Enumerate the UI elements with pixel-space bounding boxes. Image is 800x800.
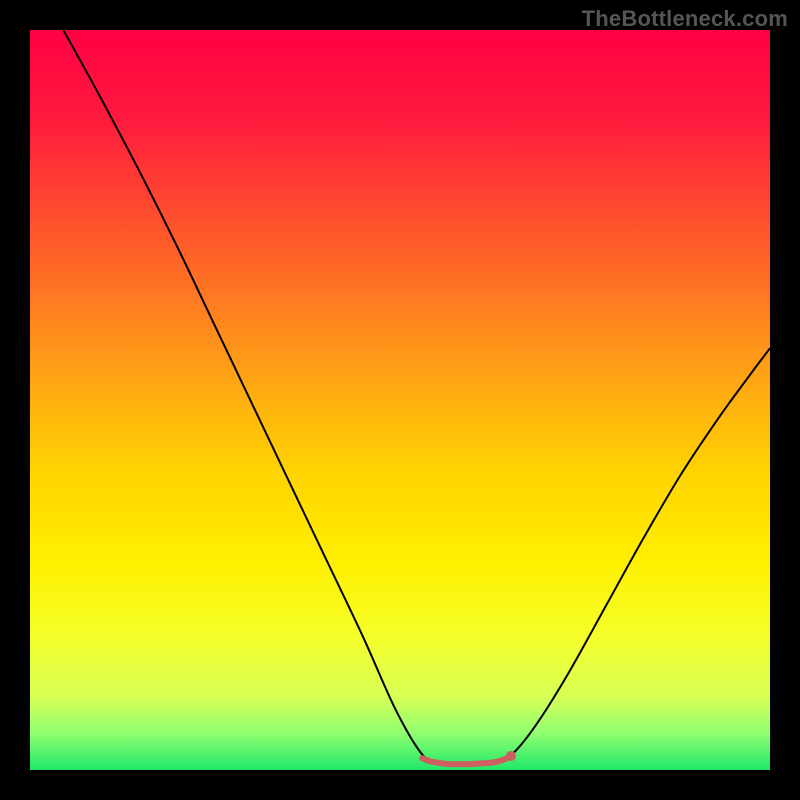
optimal-range-end-marker [506, 751, 516, 761]
frame-bottom [0, 770, 800, 800]
frame-left [0, 0, 30, 800]
watermark-text: TheBottleneck.com [582, 6, 788, 32]
frame-right [770, 0, 800, 800]
plot-background [30, 30, 770, 770]
chart-container: TheBottleneck.com [0, 0, 800, 800]
bottleneck-chart [0, 0, 800, 800]
